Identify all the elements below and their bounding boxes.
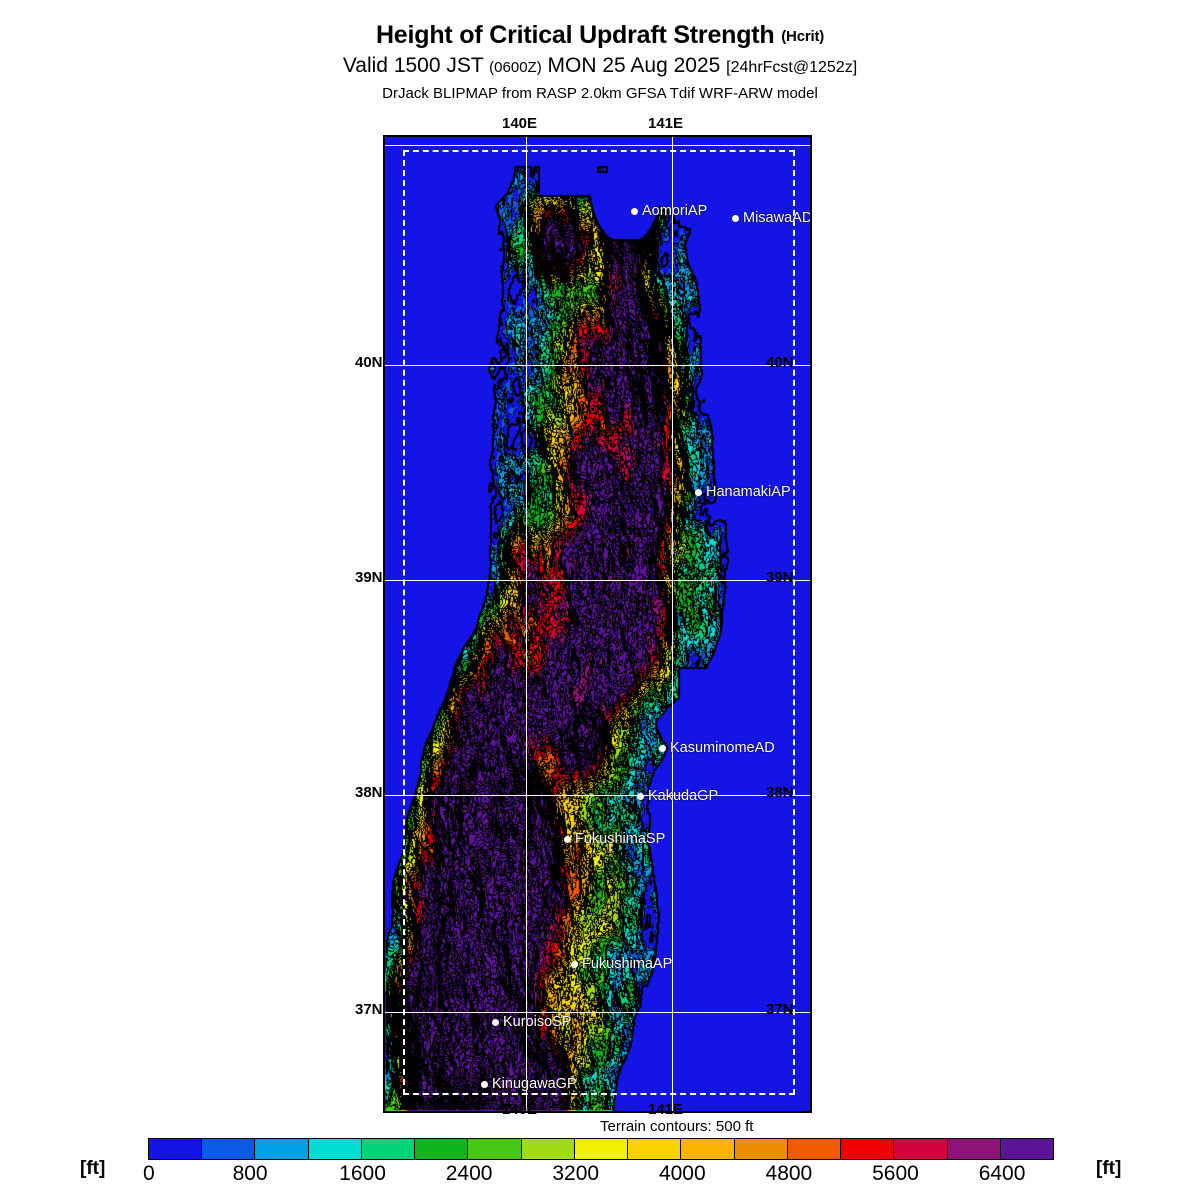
page-title: Height of Critical Updraft Strength (Hcr… [0, 20, 1200, 52]
colorbar-unit-right: [ft] [1096, 1158, 1122, 1179]
colorbar-unit-left: [ft] [80, 1158, 106, 1179]
colorbar-tick-label: 800 [232, 1162, 268, 1185]
latitude-label-left: 37N [355, 1001, 383, 1018]
domain-top-line [385, 145, 810, 146]
station-label: MisawaAD [743, 210, 812, 226]
latitude-label-right: 38N [766, 784, 794, 801]
title-parameter-tag: (Hcrit) [781, 28, 825, 45]
station-label: HanamakiAP [706, 484, 791, 500]
station-marker[interactable]: KinugawaGP [481, 1077, 577, 1091]
latitude-gridline [385, 365, 810, 366]
station-label: KinugawaGP [492, 1076, 577, 1092]
valid-time-local: Valid 1500 JST [342, 54, 484, 77]
colorbar-tick-label: 5600 [872, 1162, 919, 1185]
valid-time-line: Valid 1500 JST (0600Z) MON 25 Aug 2025 [… [0, 53, 1200, 81]
latitude-gridline [385, 795, 810, 796]
station-dot-icon [564, 835, 571, 843]
station-marker[interactable]: KuroisoSP [492, 1015, 572, 1029]
station-marker[interactable]: HanamakiAP [695, 485, 791, 499]
latitude-label-left: 39N [355, 569, 383, 586]
station-label: KuroisoSP [503, 1014, 572, 1030]
colorbar-segment [628, 1139, 682, 1159]
station-dot-icon [732, 214, 739, 222]
colorbar-legend: [ft] [ft] 0 800 1600 2400 3200 4000 4800 5600 64… [0, 1136, 1200, 1196]
longitude-label-bottom: 141E [648, 1101, 684, 1118]
terrain-heatmap-canvas [385, 137, 810, 1111]
longitude-gridline [526, 137, 527, 1111]
latitude-gridline [385, 580, 810, 581]
colorbar-segment [415, 1139, 469, 1159]
station-dot-icon [659, 744, 666, 752]
terrain-contour-note: Terrain contours: 500 ft [600, 1118, 754, 1135]
colorbar-tick-label: 4800 [765, 1162, 813, 1185]
station-label: AomoriAP [642, 203, 708, 219]
latitude-label-left: 38N [355, 784, 383, 801]
station-dot-icon [695, 488, 702, 496]
station-marker[interactable]: FukushimaSP [564, 832, 665, 846]
latitude-label-left: 40N [355, 354, 383, 371]
station-dot-icon [631, 207, 638, 215]
colorbar-segment [1000, 1139, 1053, 1159]
latitude-gridline [385, 1012, 810, 1013]
forecast-age-tag: [24hrFcst@1252z] [726, 59, 858, 76]
valid-date: MON 25 Aug 2025 [547, 54, 721, 77]
latitude-label-right: 40N [766, 354, 794, 371]
station-label: KasuminomeAD [670, 740, 775, 756]
colorbar-segment [255, 1139, 309, 1159]
colorbar-segment [787, 1139, 842, 1159]
station-marker[interactable]: KasuminomeAD [659, 741, 775, 755]
longitude-label-top: 140E [502, 115, 538, 132]
header-title-block: Height of Critical Updraft Strength (Hcr… [0, 20, 1200, 104]
colorbar-swatches [148, 1138, 1054, 1160]
colorbar-tick-label: 0 [143, 1162, 155, 1185]
colorbar-tick-label: 6400 [978, 1162, 1026, 1185]
station-marker[interactable]: AomoriAP [631, 204, 707, 218]
colorbar-tick-label: 2400 [445, 1162, 493, 1185]
map-frame: AomoriAP MisawaAD HanamakiAP KasuminomeAD Ka… [383, 135, 812, 1113]
title-main-text: Height of Critical Updraft Strength [375, 21, 775, 49]
station-marker[interactable]: MisawaAD [732, 210, 812, 226]
station-label: FukushimaAP [582, 956, 673, 972]
forecast-map[interactable]: AomoriAP MisawaAD HanamakiAP KasuminomeAD Ka… [383, 135, 812, 1113]
colorbar-segment [894, 1139, 948, 1159]
longitude-gridline [672, 137, 673, 1111]
colorbar-segment [149, 1139, 203, 1159]
colorbar-segment [468, 1139, 522, 1159]
station-label: FukushimaSP [575, 831, 666, 847]
station-dot-icon [481, 1080, 488, 1088]
colorbar-segment [574, 1139, 629, 1159]
colorbar-segment [202, 1139, 256, 1159]
colorbar-segment [361, 1139, 416, 1159]
latitude-label-right: 39N [766, 569, 794, 586]
station-marker[interactable]: KakudaGP [637, 789, 718, 803]
longitude-label-bottom: 140E [502, 1101, 538, 1118]
colorbar-segment [681, 1139, 735, 1159]
colorbar-tick-label: 3200 [552, 1162, 600, 1185]
latitude-label-right: 37N [766, 1001, 794, 1018]
colorbar-segment [947, 1139, 1001, 1159]
station-dot-icon [492, 1018, 499, 1026]
colorbar-tick-label: 4000 [658, 1162, 706, 1185]
colorbar-segment [308, 1139, 362, 1159]
station-label: KakudaGP [648, 788, 719, 804]
forecast-domain-box [403, 150, 795, 1095]
colorbar-segment [521, 1139, 575, 1159]
longitude-label-top: 141E [648, 115, 684, 132]
colorbar-tick-label: 1600 [339, 1162, 386, 1185]
station-dot-icon [637, 792, 644, 800]
station-marker[interactable]: FukushimaAP [571, 957, 672, 971]
colorbar-segment [734, 1139, 788, 1159]
station-dot-icon [571, 960, 578, 968]
model-source-line: DrJack BLIPMAP from RASP 2.0km GFSA Tdif… [382, 85, 818, 102]
valid-time-utc: (0600Z) [489, 59, 542, 76]
colorbar-segment [841, 1139, 895, 1159]
